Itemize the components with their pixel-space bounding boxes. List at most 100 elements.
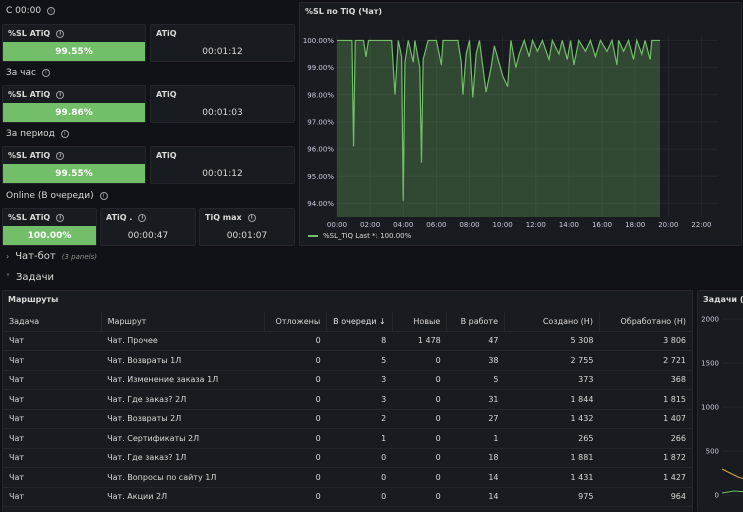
- panel-title: Маршруты: [8, 295, 59, 304]
- column-header[interactable]: Маршрут: [100, 312, 265, 332]
- cell-number: 31: [446, 389, 505, 410]
- cell-task: Чат: [3, 409, 102, 429]
- cell-number: 0: [392, 467, 447, 488]
- x-tick-label: 16:00: [592, 221, 612, 229]
- series-line: [721, 490, 743, 494]
- cell-number: 38: [446, 350, 505, 371]
- routes-panel[interactable]: Маршруты Задача Маршрут Отложены В очере…: [2, 290, 693, 512]
- atiq-panel-per-hour[interactable]: ATiQ 00:01:03: [150, 85, 295, 123]
- sl-atiq-panel-per-period[interactable]: %SL ATiQ i 99.55%: [2, 146, 146, 184]
- cell-task: Чат: [3, 331, 102, 351]
- row-tasks[interactable]: ˅ Задачи: [6, 272, 54, 283]
- cell-number: 266: [599, 428, 692, 449]
- cell-number: 0: [264, 389, 327, 410]
- x-tick-label: 04:00: [393, 221, 413, 229]
- atiq-panel-per-period[interactable]: ATiQ 00:01:12: [150, 146, 295, 184]
- atiq-value: 00:00:47: [127, 231, 169, 241]
- table-row[interactable]: Чат Чат. Прочее 0 8 1 478 47 5 308 3 806: [3, 331, 692, 351]
- cell-number: 0: [392, 487, 447, 507]
- atiq-value: 00:01:12: [202, 47, 243, 57]
- section-since-midnight: С 00:00 i: [6, 6, 56, 16]
- table-row[interactable]: Чат Чат. Где заказ? 1Л 0 0 0 18 1 881 1 872: [3, 448, 692, 468]
- table-row[interactable]: Чат Чат. Сертификаты 2Л 0 1 0 1 265 266: [3, 428, 692, 449]
- cell-number: 0: [326, 467, 393, 488]
- cell-number: 1: [446, 428, 505, 449]
- column-header[interactable]: Новые: [391, 312, 447, 332]
- sl-atiq-panel-per-hour[interactable]: %SL ATiQ i 99.86%: [2, 85, 146, 123]
- x-tick-label: 00:00: [327, 221, 347, 229]
- info-icon[interactable]: i: [247, 213, 256, 222]
- y-tick-label: 2000: [701, 316, 719, 324]
- sl-atiq-panel-online[interactable]: %SL ATiQ i 100.00%: [2, 208, 97, 246]
- routes-table: Задача Маршрут Отложены В очереди ↓ Новы…: [3, 312, 692, 507]
- panel-title: %SL ATiQ i: [8, 151, 65, 160]
- cell-number: 3 806: [599, 331, 692, 351]
- cell-number: 1 881: [504, 448, 600, 468]
- cell-number: 0: [264, 331, 327, 351]
- cell-number: 0: [264, 409, 327, 429]
- column-header[interactable]: В очереди ↓: [326, 312, 393, 332]
- table-row[interactable]: Чат Чат. Возвраты 2Л 0 2 0 27 1 432 1 407: [3, 409, 692, 429]
- column-header[interactable]: Отложены: [264, 312, 327, 332]
- column-header[interactable]: Обработано (Н): [598, 312, 692, 332]
- info-icon[interactable]: i: [138, 213, 147, 222]
- cell-number: 2: [326, 409, 393, 429]
- info-icon[interactable]: i: [41, 69, 50, 77]
- info-icon[interactable]: i: [47, 7, 56, 15]
- cell-task: Чат: [3, 448, 102, 468]
- section-title: За период: [6, 129, 55, 139]
- sl-value: 99.86%: [3, 103, 145, 122]
- table-row[interactable]: Чат Чат. Вопросы по сайту 1Л 0 0 0 14 1 431 1 4…: [3, 467, 692, 488]
- atiq-value: 00:01:12: [202, 169, 243, 179]
- x-tick-label: 22:00: [691, 221, 711, 229]
- sl-tiq-chart-panel[interactable]: %SL по TiQ (Чат) 94.00% 95.00% 96.00% 97.00…: [299, 2, 742, 246]
- section-title: Online (В очереди): [6, 191, 94, 201]
- atiq-panel-online[interactable]: ATiQ .i 00:00:47: [100, 208, 196, 246]
- table-row[interactable]: Чат Чат. Где заказ? 2Л 0 3 0 31 1 844 1 815: [3, 389, 692, 410]
- info-icon[interactable]: i: [60, 130, 69, 138]
- panel-title: ATiQ: [156, 151, 177, 160]
- x-tick-label: 18:00: [625, 221, 645, 229]
- info-icon[interactable]: i: [99, 192, 108, 200]
- cell-number: 0: [264, 428, 327, 449]
- chart-legend[interactable]: %SL_TiQ Last *: 100.00%: [308, 232, 411, 240]
- tasks-chart: 2000 1500 1000 500 0: [701, 316, 743, 500]
- cell-route: Чат. Акции 2Л: [101, 487, 265, 507]
- column-header[interactable]: В работе: [446, 312, 505, 332]
- sl-value: 99.55%: [3, 42, 145, 61]
- cell-number: 368: [599, 370, 692, 390]
- cell-number: 14: [446, 487, 505, 507]
- series-line: [337, 38, 661, 201]
- cell-route: Чат. Где заказ? 2Л: [101, 389, 265, 410]
- cell-route: Чат. Возвраты 2Л: [101, 409, 265, 429]
- row-chatbot[interactable]: › Чат-бот (3 panels): [6, 251, 97, 262]
- info-icon[interactable]: i: [56, 29, 65, 38]
- info-icon[interactable]: i: [56, 151, 65, 160]
- table-row[interactable]: Чат Чат. Возвраты 1Л 0 5 0 38 2 755 2 721: [3, 350, 692, 371]
- chart-title: %SL по TiQ (Чат): [305, 7, 383, 16]
- cell-task: Чат: [3, 467, 102, 488]
- x-tick-label: 20:00: [658, 221, 678, 229]
- column-header[interactable]: Создано (Н): [504, 312, 600, 332]
- cell-number: 0: [392, 409, 447, 429]
- x-tick-label: 06:00: [426, 221, 446, 229]
- cell-task: Чат: [3, 389, 102, 410]
- cell-number: 1 844: [504, 389, 600, 410]
- info-icon[interactable]: i: [56, 90, 65, 99]
- tiq-max-panel-online[interactable]: TiQ max i 00:01:07: [199, 208, 295, 246]
- cell-number: 47: [446, 331, 505, 351]
- tasks-chart-panel[interactable]: Задачи (Ча 2000 1500 1000 500 0: [697, 290, 743, 512]
- column-header[interactable]: Задача: [3, 312, 102, 332]
- atiq-panel-since-midnight[interactable]: ATiQ 00:01:12: [150, 24, 295, 62]
- table-row[interactable]: Чат Чат. Изменение заказа 1Л 0 3 0 5 373 368: [3, 370, 692, 390]
- cell-number: 1 432: [504, 409, 600, 429]
- section-title: С 00:00: [6, 6, 42, 16]
- table-row[interactable]: Чат Чат. Акции 2Л 0 0 0 14 975 964: [3, 487, 692, 507]
- info-icon[interactable]: i: [56, 213, 65, 222]
- chevron-right-icon: ›: [6, 252, 10, 261]
- panel-title: Задачи (Ча: [703, 295, 743, 304]
- panel-title: %SL ATiQ i: [8, 29, 65, 38]
- y-tick-label: 0: [715, 492, 719, 500]
- sl-atiq-panel-since-midnight[interactable]: %SL ATiQ i 99.55%: [2, 24, 146, 62]
- row-title: Задачи: [16, 272, 54, 283]
